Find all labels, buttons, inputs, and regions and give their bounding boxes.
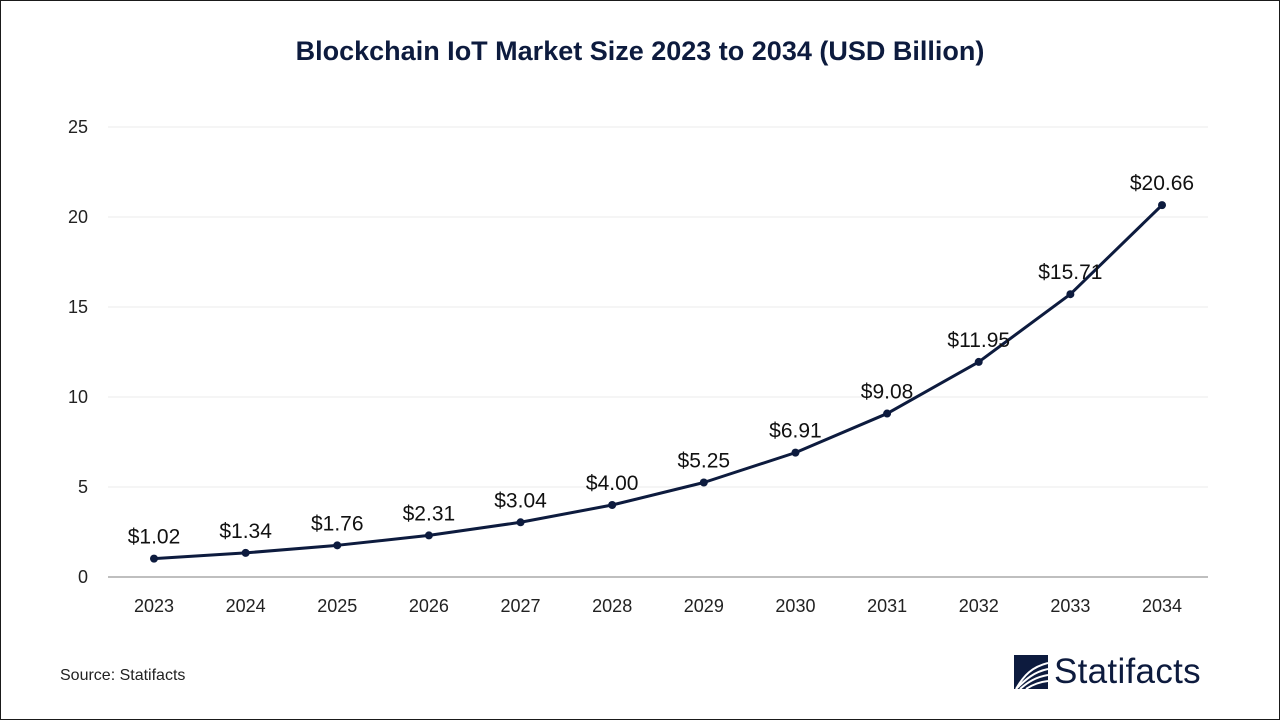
data-label: $6.91: [769, 420, 822, 443]
x-tick-label: 2034: [1142, 596, 1182, 616]
x-tick-label: 2028: [592, 596, 632, 616]
data-labels: $1.02 $1.34 $1.76 $2.31 $3.04 $4.00 $5.25 $6.91…: [128, 172, 1194, 549]
x-tick-label: 2025: [317, 596, 357, 616]
data-point: [516, 518, 525, 527]
data-point: [424, 531, 433, 540]
data-label: $5.25: [678, 450, 731, 473]
data-point: [608, 501, 617, 509]
series-market-size: [150, 201, 1166, 563]
data-point: [699, 478, 708, 487]
data-label: $15.71: [1038, 261, 1102, 284]
data-point: [1158, 201, 1166, 210]
x-tick-label: 2027: [501, 596, 541, 616]
y-tick-label: 10: [68, 387, 88, 407]
data-point: [333, 541, 342, 550]
y-tick-label: 0: [78, 567, 88, 587]
gridlines: [108, 126, 1208, 578]
y-axis-ticks: 0 5 10 15 20 25: [68, 117, 88, 587]
data-label: $20.66: [1130, 172, 1194, 195]
source-note: Source: Statifacts: [60, 667, 186, 684]
data-label: $1.34: [219, 520, 272, 543]
x-tick-label: 2033: [1050, 596, 1090, 616]
x-tick-label: 2026: [409, 596, 449, 616]
data-point: [883, 409, 892, 418]
data-label: $2.31: [403, 502, 456, 525]
data-label: $1.02: [128, 526, 181, 549]
x-tick-label: 2024: [226, 596, 266, 616]
x-tick-label: 2030: [775, 596, 815, 616]
brand-name: Statifacts: [1054, 652, 1201, 691]
series-line: [153, 204, 1164, 561]
data-label: $11.95: [947, 329, 1010, 352]
data-point: [791, 448, 800, 457]
statifacts-logo-icon: [1014, 655, 1048, 689]
x-axis-ticks: 2023 2024 2025 2026 2027 2028 2029 2030 2031 2032…: [134, 596, 1182, 616]
x-tick-label: 2031: [867, 596, 907, 616]
x-tick-label: 2023: [134, 596, 174, 616]
y-tick-label: 20: [68, 207, 88, 227]
brand-logo: Statifacts: [1014, 652, 1201, 692]
x-tick-label: 2032: [959, 596, 999, 616]
data-label: $4.00: [586, 472, 639, 495]
data-point: [974, 357, 983, 366]
y-tick-label: 5: [78, 477, 88, 497]
data-label: $3.04: [494, 489, 547, 512]
y-tick-label: 25: [68, 117, 88, 137]
chart-title: Blockchain IoT Market Size 2023 to 2034 …: [295, 36, 985, 66]
data-point: [150, 554, 158, 563]
y-tick-label: 15: [68, 297, 88, 317]
data-label: $1.76: [311, 512, 364, 535]
x-tick-label: 2029: [684, 596, 724, 616]
data-label: $9.08: [861, 381, 914, 404]
data-point: [241, 548, 250, 557]
data-point: [1066, 290, 1075, 299]
